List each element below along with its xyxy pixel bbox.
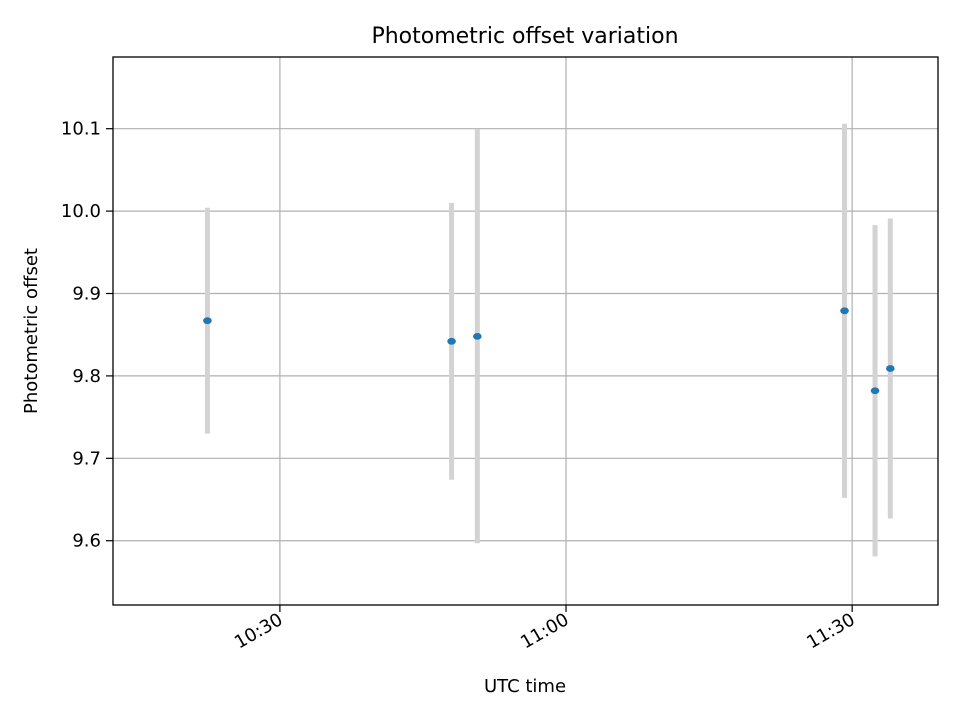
y-tick-label: 9.7 [72,448,101,469]
data-point [870,387,880,395]
y-tick-label: 10.0 [61,201,101,222]
data-point [203,317,212,325]
y-tick-label: 10.1 [61,119,101,140]
y-tick-label: 9.9 [72,284,101,305]
grid [113,57,938,605]
y-axis-label: Photometric offset [21,248,42,414]
data-points [203,307,895,395]
y-tick-label: 9.6 [72,531,101,552]
chart-title: Photometric offset variation [371,24,678,49]
data-point [886,365,895,372]
y-axis-ticks: 9.6 9.7 9.8 9.9 10.0 10.1 [61,119,113,552]
data-point [473,332,482,340]
data-point [840,307,849,315]
data-point [447,337,456,345]
plot-frame [112,56,939,606]
x-axis-label: UTC time [484,676,566,697]
y-tick-label: 9.8 [72,366,101,387]
